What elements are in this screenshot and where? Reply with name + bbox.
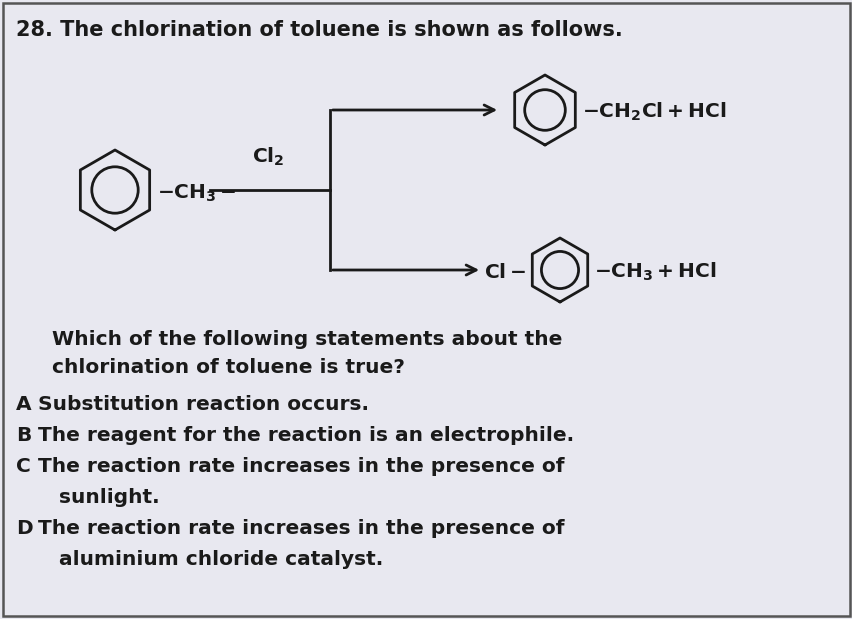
Text: $\mathbf{-CH_2Cl + HCl}$: $\mathbf{-CH_2Cl + HCl}$ [581,101,725,123]
Text: B: B [16,426,32,445]
Text: $\mathbf{-CH_3-}$: $\mathbf{-CH_3-}$ [157,183,236,204]
Text: 28. The chlorination of toluene is shown as follows.: 28. The chlorination of toluene is shown… [16,20,622,40]
Text: Substitution reaction occurs.: Substitution reaction occurs. [38,395,369,414]
Text: $\mathbf{Cl-}$: $\mathbf{Cl-}$ [483,262,526,282]
Text: The reaction rate increases in the presence of: The reaction rate increases in the prese… [38,519,564,538]
Text: The reaction rate increases in the presence of: The reaction rate increases in the prese… [38,457,564,476]
Text: sunlight.: sunlight. [38,488,159,507]
Text: The reagent for the reaction is an electrophile.: The reagent for the reaction is an elect… [38,426,573,445]
Text: C: C [16,457,31,476]
Text: $\mathbf{-CH_3 + HCl}$: $\mathbf{-CH_3 + HCl}$ [593,261,716,283]
Text: Which of the following statements about the: Which of the following statements about … [52,330,561,349]
Text: chlorination of toluene is true?: chlorination of toluene is true? [52,358,405,377]
Text: aluminium chloride catalyst.: aluminium chloride catalyst. [38,550,383,569]
Text: D: D [16,519,32,538]
Text: A: A [16,395,32,414]
Text: $\mathbf{Cl_2}$: $\mathbf{Cl_2}$ [251,145,284,168]
